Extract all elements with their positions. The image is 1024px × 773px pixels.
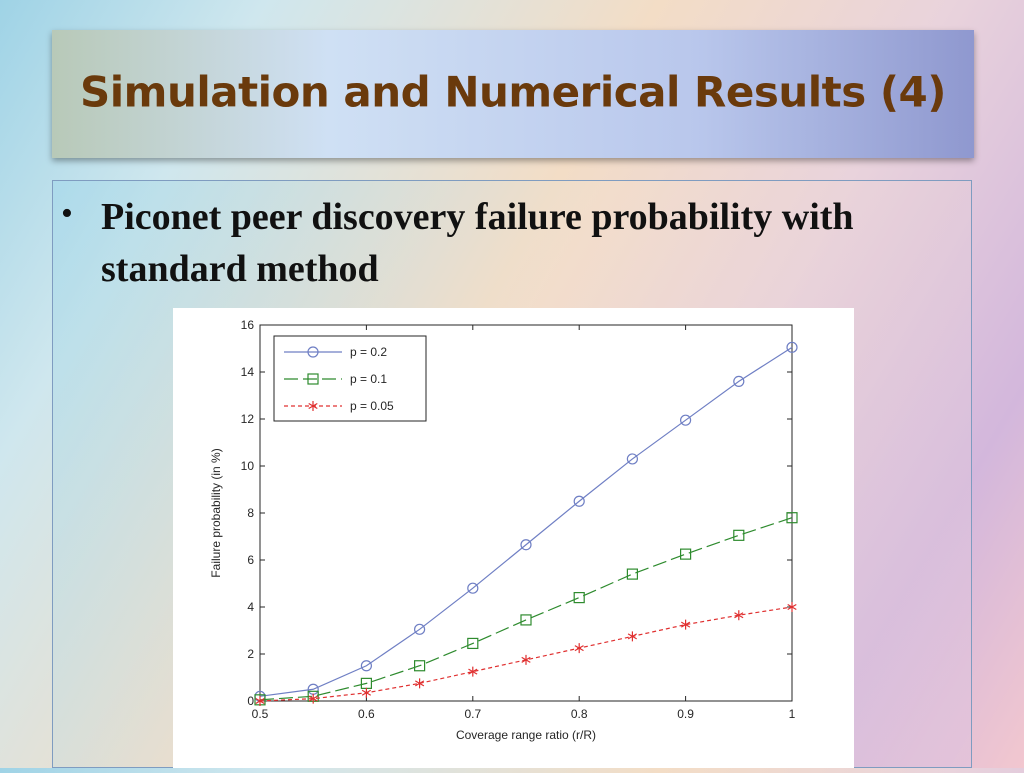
x-tick-label: 0.8 bbox=[571, 707, 588, 721]
data-point-s1 bbox=[414, 623, 426, 635]
bullet-text: Piconet peer discovery failure probabili… bbox=[101, 196, 854, 290]
data-point-s2 bbox=[467, 637, 479, 650]
data-point-s1 bbox=[679, 414, 692, 426]
data-point-s1 bbox=[733, 375, 745, 388]
chart-container: 0 2 4 6 8 10 12 14 16 0.5 0.6 0.7 0.8 0.9 1 Coverage ra… bbox=[173, 308, 854, 768]
slide-title: Simulation and Numerical Results (4) bbox=[80, 67, 946, 117]
x-tick-label: 0.9 bbox=[677, 707, 694, 721]
legend-box bbox=[273, 335, 427, 422]
data-point-s2 bbox=[680, 548, 692, 560]
data-point-s1 bbox=[520, 539, 532, 551]
y-tick-label: 0 bbox=[247, 694, 254, 708]
x-tick-label: 0.7 bbox=[464, 707, 481, 721]
legend-label-1: p = 0.2 bbox=[350, 345, 387, 359]
data-point-s3 bbox=[680, 619, 691, 630]
data-point-s3 bbox=[521, 654, 531, 665]
data-point-s1 bbox=[786, 341, 798, 353]
data-point-s3 bbox=[468, 666, 478, 677]
data-point-s3 bbox=[414, 678, 425, 689]
x-tick-label: 1 bbox=[789, 707, 796, 721]
legend-marker-2 bbox=[307, 373, 319, 385]
y-tick-label: 2 bbox=[247, 647, 254, 661]
data-point-s3 bbox=[361, 687, 372, 698]
x-axis-label: Coverage range ratio (r/R) bbox=[456, 728, 596, 742]
y-tick-label: 12 bbox=[241, 412, 255, 426]
data-point-s1 bbox=[360, 660, 372, 672]
legend-marker-3 bbox=[308, 401, 318, 411]
y-axis-label: Failure probability (in %) bbox=[209, 448, 223, 577]
line-chart: 0 2 4 6 8 10 12 14 16 0.5 0.6 0.7 0.8 0.9 1 Coverage ra… bbox=[209, 318, 798, 742]
data-point-s2 bbox=[786, 512, 798, 524]
data-point-s3 bbox=[255, 696, 265, 706]
series-line-2 bbox=[259, 517, 793, 701]
data-point-s2 bbox=[573, 592, 585, 604]
x-tick-label: 0.6 bbox=[358, 707, 375, 721]
data-point-s3 bbox=[308, 693, 318, 704]
data-point-s1 bbox=[626, 453, 638, 465]
y-tick-label: 8 bbox=[247, 506, 254, 520]
data-point-s2 bbox=[520, 614, 532, 626]
bullet-dot: • bbox=[61, 195, 73, 232]
data-point-s3 bbox=[787, 602, 797, 612]
y-tick-label: 14 bbox=[241, 365, 255, 379]
y-tick-label: 6 bbox=[247, 553, 254, 567]
x-tick-label: 0.5 bbox=[252, 707, 269, 721]
legend-marker-1 bbox=[307, 346, 319, 358]
data-point-s3 bbox=[734, 610, 744, 621]
data-point-s1 bbox=[467, 582, 479, 594]
title-banner: Simulation and Numerical Results (4) bbox=[52, 30, 974, 158]
y-tick-label: 10 bbox=[241, 459, 255, 473]
data-point-s3 bbox=[627, 631, 638, 642]
series-line-1 bbox=[259, 346, 793, 697]
data-point-s1 bbox=[573, 495, 585, 507]
legend-label-3: p = 0.05 bbox=[350, 399, 394, 413]
y-tick-label: 4 bbox=[247, 600, 254, 614]
data-point-s2 bbox=[414, 660, 426, 672]
y-tick-label: 16 bbox=[241, 318, 255, 332]
data-point-s2 bbox=[626, 568, 638, 580]
data-point-s3 bbox=[574, 643, 584, 654]
data-point-s2 bbox=[733, 529, 745, 541]
legend-label-2: p = 0.1 bbox=[350, 372, 387, 386]
